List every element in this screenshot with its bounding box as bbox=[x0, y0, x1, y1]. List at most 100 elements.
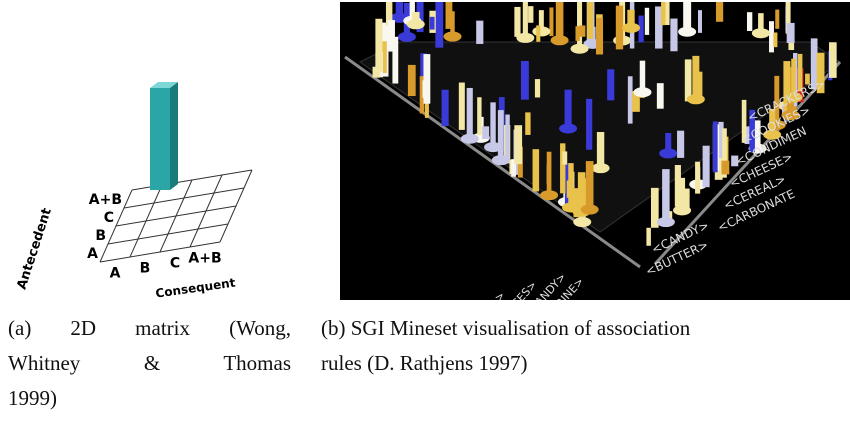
caption: (a) 2D matrix (Wong, Whitney & Thomas 19… bbox=[8, 311, 291, 416]
bar bbox=[597, 132, 604, 168]
bar bbox=[698, 10, 702, 33]
bar bbox=[692, 56, 699, 99]
bar bbox=[769, 21, 774, 52]
disc bbox=[592, 163, 610, 173]
bar bbox=[586, 161, 594, 209]
disc bbox=[540, 190, 558, 200]
bar bbox=[662, 169, 670, 222]
bar bbox=[670, 19, 677, 52]
consequent-label: A+B bbox=[188, 251, 221, 267]
bar bbox=[514, 125, 522, 164]
antecedent-label: B bbox=[95, 228, 106, 244]
bar bbox=[521, 61, 529, 100]
disc bbox=[581, 205, 599, 215]
bar bbox=[467, 88, 473, 139]
axis-label: Consequent bbox=[155, 275, 237, 300]
grid-line bbox=[190, 175, 222, 247]
bar bbox=[435, 2, 443, 48]
bar bbox=[577, 2, 582, 49]
bar bbox=[446, 2, 453, 29]
disc bbox=[659, 148, 677, 158]
bar bbox=[579, 25, 585, 36]
bar bbox=[477, 97, 481, 135]
bar bbox=[533, 149, 540, 191]
bar bbox=[645, 8, 649, 35]
bar bbox=[373, 67, 381, 78]
disc bbox=[633, 87, 651, 97]
bar bbox=[661, 2, 665, 25]
caption: (b) SGI Mineset visualisation of associa… bbox=[321, 311, 850, 381]
bar-side bbox=[170, 82, 178, 190]
mineset-image: PRODUCE>EGGS>DETERGENTS><CRACKERS><COOKI… bbox=[340, 2, 850, 300]
bar bbox=[787, 23, 795, 43]
grid-line bbox=[116, 206, 236, 226]
bar bbox=[685, 59, 692, 101]
disc bbox=[573, 217, 591, 227]
bar bbox=[442, 90, 449, 126]
caption-line: 1999) bbox=[8, 381, 291, 416]
disc bbox=[571, 44, 589, 54]
grid-line bbox=[124, 188, 244, 208]
bar bbox=[490, 102, 495, 147]
disc bbox=[444, 32, 462, 42]
antecedent-label: C bbox=[104, 210, 114, 226]
disc bbox=[752, 28, 770, 38]
bar bbox=[476, 21, 483, 44]
caption-line: Whitney & Thomas bbox=[8, 346, 291, 381]
disc bbox=[407, 19, 425, 29]
bar bbox=[528, 6, 533, 23]
caption-line: rules (D. Rathjens 1997) bbox=[321, 346, 850, 381]
bar bbox=[703, 146, 710, 187]
bar bbox=[459, 83, 465, 130]
bar bbox=[747, 12, 752, 31]
bar bbox=[535, 79, 540, 97]
bar bbox=[514, 7, 520, 37]
bar bbox=[562, 151, 567, 164]
bar bbox=[498, 110, 504, 160]
disc bbox=[687, 94, 705, 104]
bar bbox=[408, 65, 416, 96]
bar bbox=[713, 121, 718, 172]
bar-front bbox=[150, 88, 170, 190]
bar bbox=[525, 112, 530, 135]
bar bbox=[430, 17, 435, 30]
antecedent-label: A bbox=[87, 246, 98, 262]
disc bbox=[551, 35, 569, 45]
bar bbox=[423, 80, 430, 98]
consequent-label: C bbox=[170, 256, 180, 272]
bar bbox=[607, 69, 614, 100]
bar bbox=[575, 26, 579, 41]
disc bbox=[461, 134, 479, 144]
bar bbox=[677, 131, 684, 158]
bar bbox=[375, 19, 382, 72]
bar bbox=[829, 42, 837, 78]
bar bbox=[482, 126, 489, 139]
bar bbox=[657, 83, 664, 109]
bar bbox=[565, 90, 572, 129]
bar bbox=[695, 162, 700, 194]
caption-line: (b) SGI Mineset visualisation of associa… bbox=[321, 311, 850, 346]
axis-label: Antecedent bbox=[14, 206, 54, 291]
bar bbox=[775, 10, 779, 29]
grid-line bbox=[220, 170, 252, 242]
disc bbox=[673, 205, 691, 215]
disc bbox=[559, 123, 577, 133]
bar bbox=[568, 163, 573, 207]
bar bbox=[587, 2, 593, 39]
disc bbox=[532, 26, 550, 36]
bar bbox=[536, 25, 540, 41]
bar bbox=[773, 32, 777, 47]
page: {"figure_a": { "axis_antecedent": "Antec… bbox=[0, 0, 850, 442]
bar bbox=[547, 152, 552, 195]
caption-line: (a) 2D matrix (Wong, bbox=[8, 311, 291, 346]
disc bbox=[492, 155, 510, 165]
bar bbox=[560, 143, 565, 193]
bar bbox=[573, 188, 579, 217]
disc bbox=[516, 33, 534, 43]
consequent-label: B bbox=[140, 261, 151, 277]
bar bbox=[596, 18, 603, 55]
disc bbox=[657, 217, 675, 227]
bar bbox=[556, 2, 564, 40]
bar bbox=[523, 2, 528, 38]
